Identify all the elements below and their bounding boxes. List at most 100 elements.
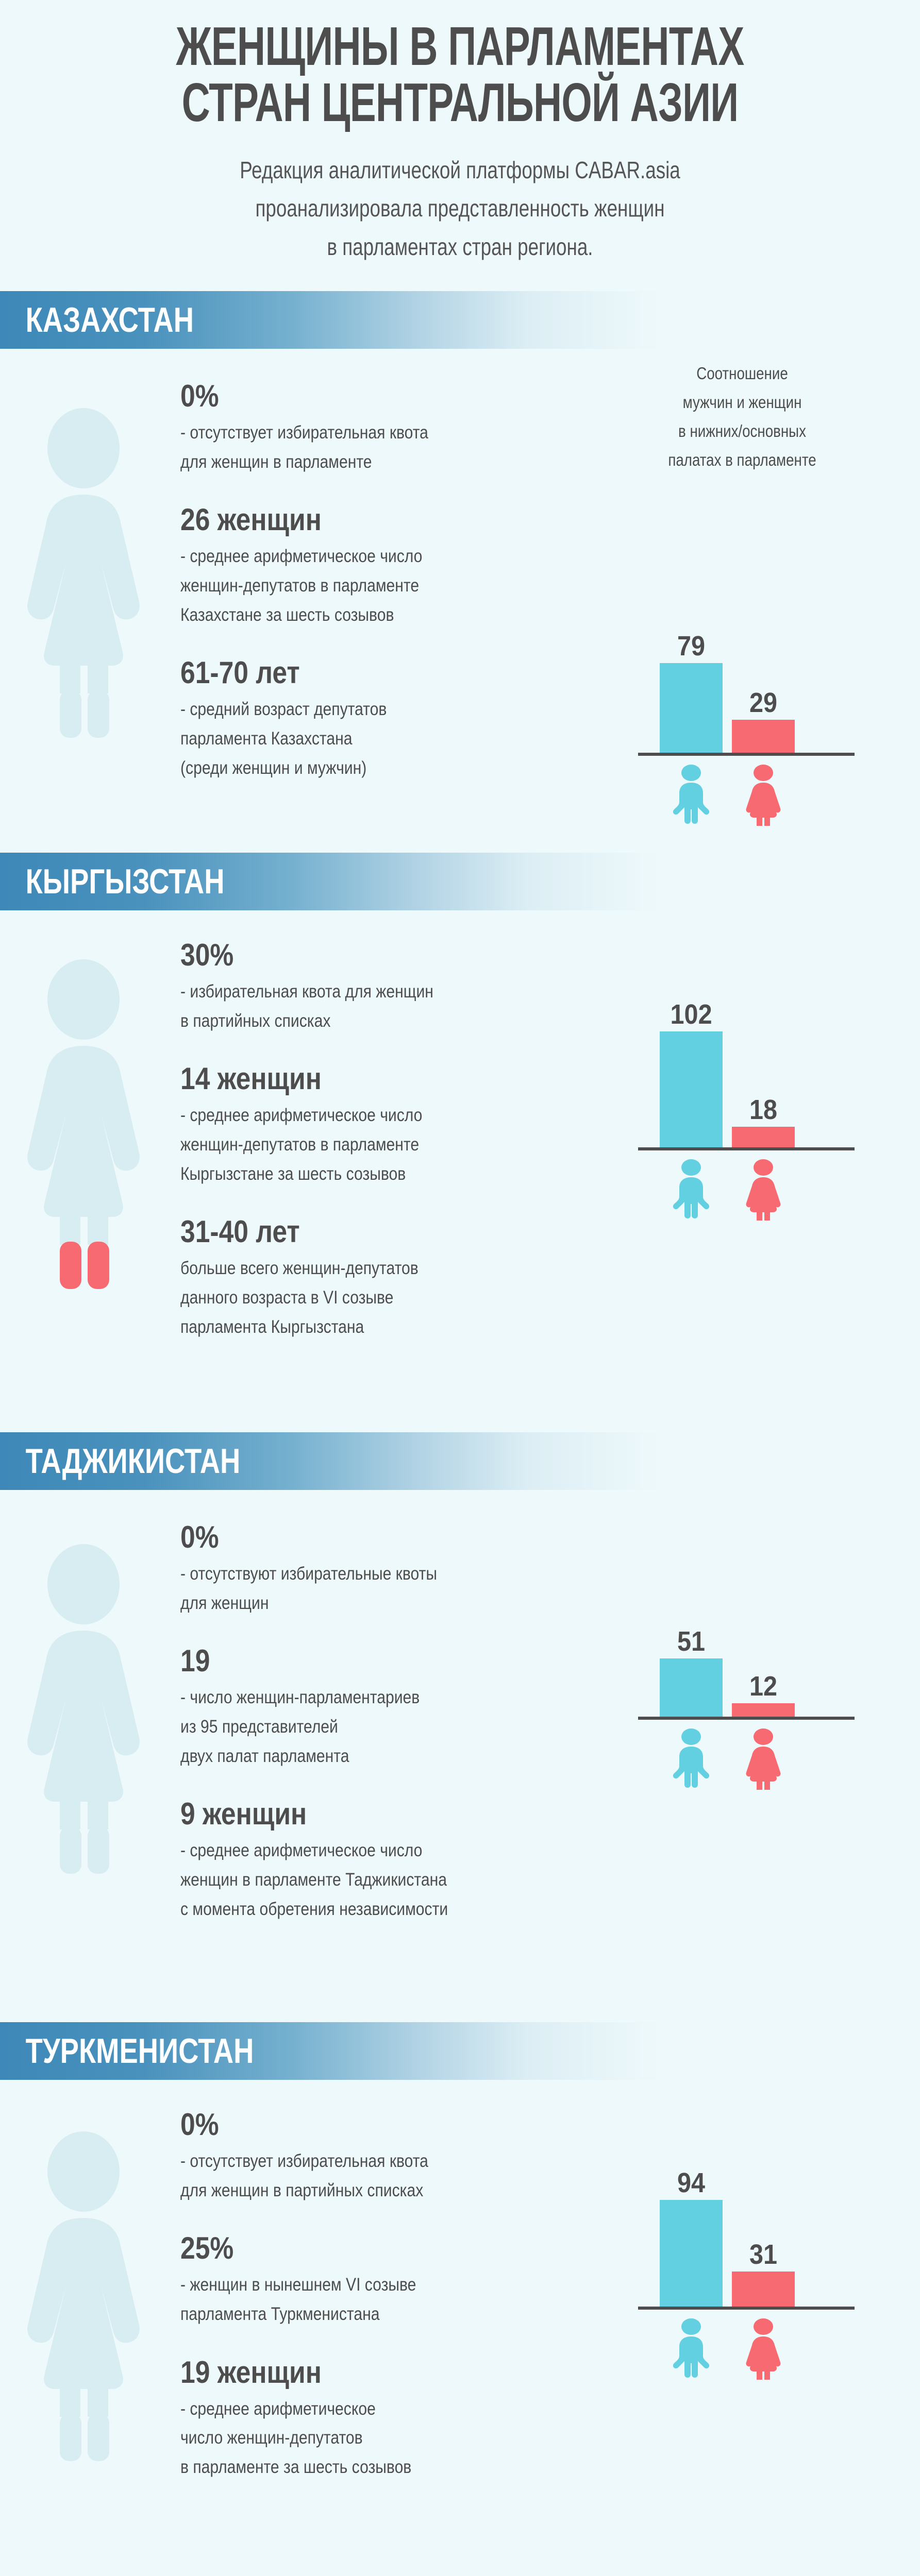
fact-item: 19 женщин - среднее арифметическое число ж… [180, 2356, 577, 2482]
fact-description: - среднее арифметическое число женщин в п… [180, 1836, 522, 1924]
fact-description-line: женщин-депутатов в парламенте [180, 575, 420, 596]
page-subtitle-line2: проанализировала представленность женщин [255, 195, 665, 222]
fact-item: 14 женщин - среднее арифметическое число … [180, 1062, 577, 1189]
legend-icon-slot [732, 764, 795, 826]
legend-icon-slot [660, 2318, 723, 2380]
woman-silhouette-icon [27, 408, 140, 738]
woman-silhouette-icon [27, 959, 140, 1289]
fact-description-line: с момента обретения независимости [180, 1899, 448, 1919]
woman-silhouette-icon [27, 1544, 140, 1874]
chart-baseline [638, 1147, 855, 1150]
silhouette-column [0, 1490, 170, 1874]
ratio-bar-chart: 51 12 [638, 1567, 855, 1790]
fact-item: 0% - отсутствует избирательная квота для ж… [180, 380, 577, 477]
ratio-caption: Соотношение мужчин и женщин в нижних/основ… [604, 359, 881, 474]
ratio-caption-line: палатах в парламенте [668, 450, 816, 470]
chart-baseline [638, 1717, 855, 1720]
fact-item: 26 женщин - среднее арифметическое число ж… [180, 503, 577, 630]
chart-bars: 79 29 [638, 603, 855, 753]
fact-description-line: - женщин в нынешнем VI созыве [180, 2275, 416, 2295]
bar-value-label: 18 [749, 1094, 778, 1125]
fact-description-line: парламента Туркменистана [180, 2304, 380, 2325]
fact-item: 19 - число женщин-парламентариев из 95 пре… [180, 1645, 577, 1771]
male-bar [660, 1658, 723, 1717]
chart-bars: 102 18 [638, 998, 855, 1147]
bar-group: 31 [732, 2157, 795, 2307]
fact-description-line: из 95 представителей [180, 1717, 338, 1737]
chart-legend-icons [638, 2318, 855, 2380]
fact-value: 26 женщин [180, 502, 322, 537]
chart-column: 51 12 [577, 1490, 907, 1790]
fact-description-line: Кыргызстане за шесть созывов [180, 1163, 406, 1184]
country-band: ТАДЖИКИСТАН [0, 1432, 660, 1490]
legend-icon-slot [660, 1728, 723, 1790]
country-section: ТУРКМЕНИСТАН 0% - отсутствует избирательн… [0, 2022, 920, 2482]
male-icon [673, 2318, 710, 2378]
page-title-line1: ЖЕНЩИНЫ В ПАРЛАМЕНТАХ [176, 16, 744, 77]
fact-description-line: - число женщин-парламентариев [180, 1687, 420, 1708]
fact-description: - число женщин-парламентариев из 95 предс… [180, 1683, 522, 1771]
fact-item: 0% - отсутствуют избирательные квоты для ж… [180, 1521, 577, 1618]
chart-column: 94 31 [577, 2080, 907, 2380]
country-body: 30% - избирательная квота для женщин в пар… [0, 910, 920, 1342]
fact-description-line: женщин в парламенте Таджикистана [180, 1870, 447, 1890]
female-bar [732, 1127, 795, 1147]
fact-description-line: - отсутствует избирательная квота [180, 422, 428, 443]
fact-description-line: - отсутствуют избирательные квоты [180, 1564, 438, 1584]
bar-value-label: 94 [677, 2167, 706, 2198]
fact-description: - отсутствует избирательная квота для жен… [180, 418, 522, 477]
country-name: ТУРКМЕНИСТАН [25, 2031, 254, 2071]
fact-description-line: парламента Казахстана [180, 728, 353, 749]
country-body: 0% - отсутствует избирательная квота для ж… [0, 2080, 920, 2482]
female-bar [732, 2272, 795, 2307]
page-subtitle-line1: Редакция аналитической платформы CABAR.a… [240, 157, 680, 184]
chart-legend-icons [638, 764, 855, 826]
country-name: КЫРГЫЗСТАН [25, 862, 225, 901]
fact-description: - средний возраст депутатов парламента Ка… [180, 695, 522, 783]
chart-column: Соотношение мужчин и женщин в нижних/основ… [577, 349, 907, 826]
fact-value: 25% [180, 2231, 234, 2266]
fact-description-line: - среднее арифметическое число [180, 1840, 423, 1861]
ratio-caption-line: в нижних/основных [678, 421, 806, 441]
country-section: ТАДЖИКИСТАН 0% - отсутствуют избирательны… [0, 1432, 920, 1924]
right-boot-icon [88, 1826, 109, 1874]
fact-description-line: - среднее арифметическое число [180, 1105, 423, 1126]
fact-value: 31-40 лет [180, 1214, 300, 1249]
fact-value: 19 женщин [180, 2354, 322, 2389]
country-band: КАЗАХСТАН [0, 291, 660, 349]
chart-column: 102 18 [577, 910, 907, 1221]
ratio-caption-line: Соотношение [696, 364, 788, 383]
right-boot-icon [88, 690, 109, 738]
fact-description-line: - средний возраст депутатов [180, 699, 387, 720]
country-body: 0% - отсутствуют избирательные квоты для ж… [0, 1490, 920, 1924]
chart-legend-icons [638, 1728, 855, 1790]
fact-description-line: двух палат парламента [180, 1745, 349, 1766]
fact-value: 0% [180, 379, 219, 413]
legend-icon-slot [732, 1159, 795, 1221]
facts-column: 30% - избирательная квота для женщин в пар… [170, 910, 577, 1342]
ratio-caption-line: мужчин и женщин [682, 393, 802, 412]
legend-icon-slot [732, 1728, 795, 1790]
bar-group: 51 [660, 1567, 723, 1717]
fact-description-line: для женщин в парламенте [180, 451, 372, 472]
female-bar [732, 1703, 795, 1717]
chart-baseline [638, 2307, 855, 2310]
page-header: ЖЕНЩИНЫ В ПАРЛАМЕНТАХ СТРАН ЦЕНТРАЛЬНОЙ … [0, 0, 920, 264]
bar-group: 79 [660, 603, 723, 753]
legend-icon-slot [660, 764, 723, 826]
fact-description-line: (среди женщин и мужчин) [180, 757, 367, 778]
female-icon [746, 2318, 781, 2380]
fact-description-line: в парламенте за шесть созывов [180, 2457, 412, 2478]
chart-baseline [638, 753, 855, 756]
fact-description: - избирательная квота для женщин в партий… [180, 977, 522, 1036]
fact-value: 30% [180, 938, 234, 972]
fact-value: 0% [180, 1520, 219, 1554]
bar-value-label: 102 [670, 999, 712, 1030]
fact-description-line: - избирательная квота для женщин [180, 981, 433, 1002]
fact-value: 9 женщин [180, 1797, 307, 1832]
fact-item: 31-40 лет больше всего женщин-депутатов да… [180, 1215, 577, 1342]
fact-description-line: Казахстане за шесть созывов [180, 604, 394, 625]
bar-value-label: 51 [677, 1626, 706, 1657]
page-title-line2: СТРАН ЦЕНТРАЛЬНОЙ АЗИИ [181, 72, 739, 133]
bar-group: 102 [660, 998, 723, 1147]
